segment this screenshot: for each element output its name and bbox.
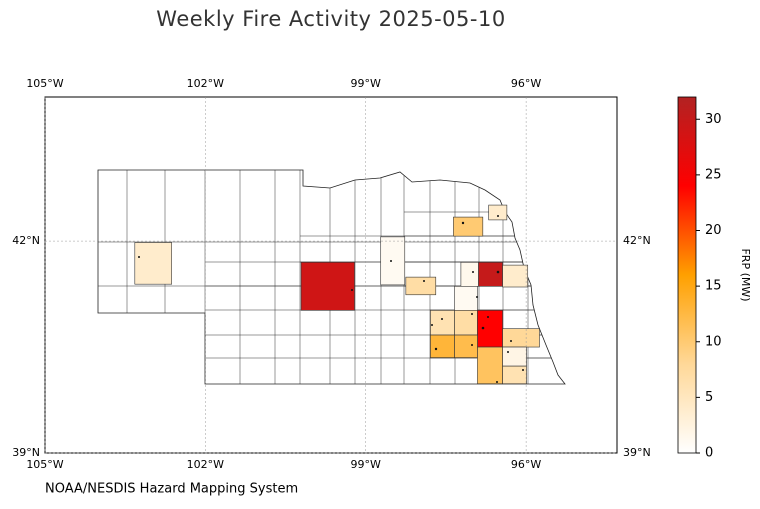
county [453, 216, 484, 237]
y-tick-label-right: 39°N [623, 446, 651, 459]
colorbar-tick-label: 5 [705, 390, 713, 405]
county [454, 310, 478, 336]
county [502, 264, 529, 288]
county [300, 261, 355, 311]
state-outline [97, 169, 566, 385]
county [430, 334, 455, 358]
y-tick-label-right: 42°N [623, 234, 651, 247]
x-tick-label-top: 99°W [351, 77, 381, 90]
county [454, 286, 478, 311]
county [380, 236, 406, 286]
chart-title: Weekly Fire Activity 2025-05-10 [156, 7, 505, 31]
fire-detections [138, 215, 524, 383]
colorbar [677, 96, 697, 454]
colorbar-tick-label: 20 [705, 223, 722, 238]
county [478, 261, 503, 287]
x-tick-label-bottom: 99°W [351, 458, 381, 471]
y-tick-label-left: 42°N [12, 234, 40, 247]
colorbar-tick-label: 25 [705, 167, 722, 182]
county [460, 261, 479, 287]
county [430, 310, 455, 336]
colorbar-tick-label: 30 [705, 112, 722, 127]
x-tick-label-top: 96°W [511, 77, 541, 90]
colorbar-tick-label: 0 [705, 446, 713, 461]
county [477, 310, 503, 348]
colorbar-tick-label: 10 [705, 334, 722, 349]
colorbar-label: FRP (MW) [739, 248, 752, 301]
x-tick-label-top: 105°W [26, 77, 63, 90]
county [405, 276, 437, 296]
county [502, 328, 540, 348]
x-tick-label-bottom: 96°W [511, 458, 541, 471]
county [134, 242, 172, 285]
x-tick-label-bottom: 105°W [26, 458, 63, 471]
county [454, 334, 478, 358]
county [477, 346, 503, 385]
county [488, 204, 508, 221]
county [502, 346, 527, 367]
x-tick-label-bottom: 102°W [187, 458, 224, 471]
x-tick-label-top: 102°W [187, 77, 224, 90]
county [502, 365, 527, 385]
y-tick-label-left: 39°N [12, 446, 40, 459]
credit: NOAA/NESDIS Hazard Mapping System [45, 482, 298, 497]
colorbar-tick-label: 15 [705, 279, 722, 294]
